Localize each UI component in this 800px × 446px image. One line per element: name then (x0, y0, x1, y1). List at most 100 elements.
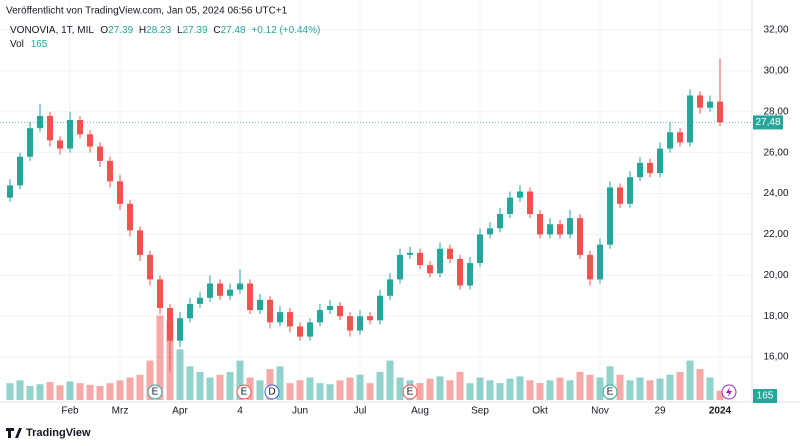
volume-bar (116, 380, 124, 400)
published-note: Veröffentlicht von TradingView.com, Jan … (6, 6, 288, 17)
candles (7, 58, 723, 372)
candle-body (247, 283, 253, 311)
volume-bar (36, 384, 44, 400)
candle-body (307, 322, 313, 337)
candle-body (197, 297, 203, 304)
x-tick-label: 29 (654, 406, 666, 417)
candle-body (77, 119, 83, 135)
candle-body (167, 308, 173, 341)
x-tick-label: Nov (591, 406, 609, 417)
event-marker (602, 384, 618, 400)
volume-bar (366, 383, 374, 400)
volume-bar (206, 377, 214, 400)
y-tick-label: 26,00 (763, 147, 788, 158)
volume-bar (626, 380, 634, 400)
volume-bar (66, 381, 74, 400)
volume-bar (156, 315, 164, 400)
candle-body (27, 128, 33, 157)
volume-bar (696, 369, 704, 400)
volume-bar (566, 380, 574, 400)
volume-legend: Vol 165 (10, 39, 48, 50)
volume-bar (446, 380, 454, 400)
candle-body (97, 146, 103, 161)
volume-bar (496, 383, 504, 400)
volume-bar (466, 383, 474, 400)
volume-bar (596, 377, 604, 400)
candle-body (397, 254, 403, 280)
volume-bar (636, 377, 644, 400)
candle-body (637, 162, 643, 178)
y-tick-label: 28,00 (763, 106, 788, 117)
volume-bar (586, 374, 594, 400)
x-tick-label: Jul (354, 406, 367, 417)
y-tick-label: 20,00 (763, 270, 788, 281)
volume-bar (706, 377, 714, 400)
candle-body (217, 283, 223, 296)
brand-name: TradingView (26, 427, 91, 439)
volume-bar (526, 380, 534, 400)
vol-label: Vol (10, 39, 24, 50)
volume-bar (316, 383, 324, 400)
event-markers: E E D E E (147, 384, 737, 400)
volume-bar (336, 380, 344, 400)
candle-body (47, 115, 53, 141)
candle-body (567, 218, 573, 235)
candle-body (487, 228, 493, 235)
candle-body (7, 185, 13, 198)
candle-body (327, 305, 333, 311)
h-value: 28.23 (146, 25, 171, 36)
y-tick-label: 32,00 (763, 25, 788, 36)
candle-body (57, 140, 63, 149)
candle-body (457, 258, 463, 286)
volume-bar (46, 382, 54, 400)
x-tick-label: Jun (292, 406, 308, 417)
y-tick-label: 16,00 (763, 352, 788, 363)
volume-bar (396, 377, 404, 400)
candle-body (687, 95, 693, 143)
candle-body (317, 310, 323, 323)
volume-bar (136, 374, 144, 400)
volume-bar (426, 378, 434, 400)
event-label: E (607, 387, 614, 398)
candle-body (607, 187, 613, 245)
volume-bar (716, 390, 724, 400)
candle-body (37, 115, 43, 129)
volume-bar (106, 383, 114, 400)
candle-body (627, 177, 633, 204)
candle-body (187, 303, 193, 319)
candle-body (677, 132, 683, 143)
volume-bar (126, 377, 134, 400)
volume-bar (186, 366, 194, 400)
h-label: H (139, 25, 146, 36)
volume-bar (296, 380, 304, 400)
candle-body (357, 316, 363, 331)
volume-bar (656, 378, 664, 400)
candle-body (407, 252, 413, 255)
candle-body (257, 299, 263, 311)
volume-bar (196, 371, 204, 400)
candle-body (537, 214, 543, 235)
volume-bar (306, 377, 314, 400)
candle-body (617, 187, 623, 204)
volume-bar (666, 374, 674, 400)
volume-bar (286, 383, 294, 400)
event-marker (402, 384, 418, 400)
volume-bar (556, 377, 564, 400)
candle-body (287, 312, 293, 327)
volume-bar (326, 384, 334, 400)
candle-body (277, 312, 283, 323)
candle-body (557, 224, 563, 235)
candle-body (527, 191, 533, 215)
candle-body (297, 326, 303, 337)
o-value: 27.39 (108, 25, 133, 36)
last-price-label: 27,48 (755, 117, 780, 128)
candle-body (237, 283, 243, 290)
volume-bar (616, 374, 624, 400)
candle-body (577, 218, 583, 255)
volume-bar (646, 380, 654, 400)
volume-bar (436, 376, 444, 400)
volume-bar (686, 360, 694, 400)
candle-body (477, 234, 483, 264)
volume-bar (346, 377, 354, 400)
